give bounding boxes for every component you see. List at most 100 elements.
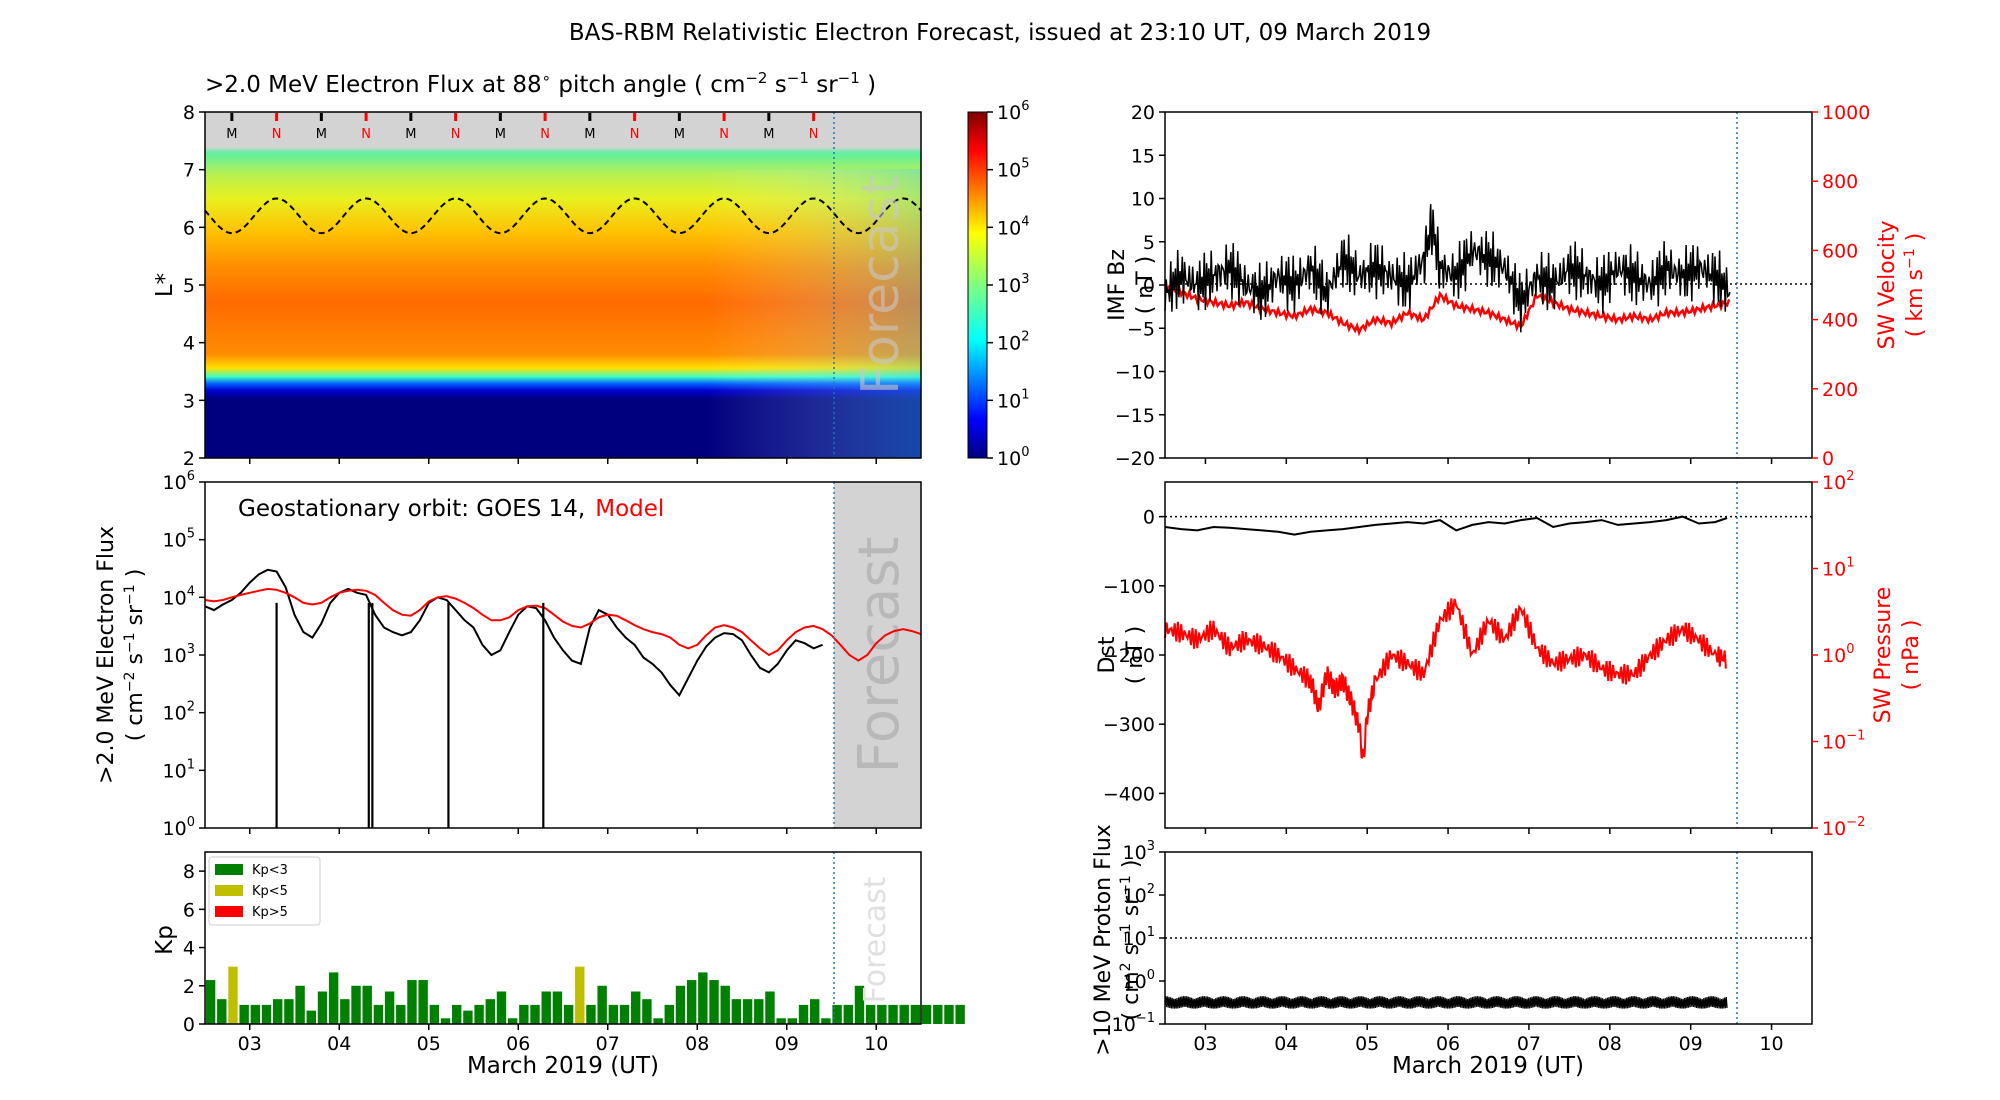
y-tick-label: 10−2 xyxy=(1822,815,1865,840)
kp-bar xyxy=(530,1004,540,1024)
x-tick-label: 08 xyxy=(1598,1033,1622,1055)
y-tick-label: 105 xyxy=(163,527,195,552)
x-tick-label: 04 xyxy=(327,1033,351,1055)
y-tick-label: 101 xyxy=(1123,925,1155,950)
sw-velocity-line xyxy=(1164,284,1731,337)
y-tick-label: 2 xyxy=(183,976,195,998)
y-tick-label: −300 xyxy=(1103,714,1155,736)
proton-ylabel-line2: ( cm2 s−1 sr−1 ) xyxy=(1118,860,1144,1021)
x-tick-label: 03 xyxy=(1193,1033,1217,1055)
geo-flux-panel: Forecast Geostationary orbit: GOES 14, Mo… xyxy=(94,469,922,840)
kp-bar xyxy=(306,1010,316,1024)
kp-bar xyxy=(731,999,742,1024)
colorbar-tick-label: 100 xyxy=(997,445,1029,470)
mn-marker-label: M xyxy=(584,127,595,142)
y-tick-label: 2 xyxy=(183,448,195,470)
dst-right-y-axis: 10−2 10−1 100 101 102 xyxy=(1812,469,1865,840)
geo-forecast-watermark: Forecast xyxy=(847,537,912,774)
colorbar-tick-label: 103 xyxy=(997,272,1029,297)
kp-bar xyxy=(742,999,753,1024)
x-tick-label: 08 xyxy=(685,1033,709,1055)
kp-bar xyxy=(205,980,216,1024)
dashed-contour xyxy=(204,197,922,235)
kp-legend-label-2: Kp<5 xyxy=(252,884,288,899)
imf-ylabel-line1: IMF Bz xyxy=(1105,249,1130,321)
y-tick-label: 8 xyxy=(183,861,195,883)
mn-marker-label: N xyxy=(361,127,371,142)
kp-bar xyxy=(877,1004,887,1024)
x-tick-label: 07 xyxy=(1517,1033,1541,1055)
mn-marker-label: N xyxy=(809,127,819,142)
y-tick-label: 4 xyxy=(183,333,195,355)
kp-bar xyxy=(933,1004,943,1024)
x-tick-label: 10 xyxy=(864,1033,888,1055)
kp-bar xyxy=(597,985,607,1024)
kp-bar xyxy=(563,1004,574,1024)
proton-x-ticks: 03 04 05 06 07 08 09 10 xyxy=(1193,1024,1784,1055)
mn-marker-label: M xyxy=(674,127,685,142)
y-tick-label: 4 xyxy=(183,938,195,960)
dst-x-ticks xyxy=(1204,828,1773,834)
y-tick-label: 100 xyxy=(1123,968,1155,993)
geo-annotation-model: Model xyxy=(595,496,664,522)
mn-marker-label: M xyxy=(226,127,237,142)
x-tick-label: 04 xyxy=(1274,1033,1298,1055)
kp-bar xyxy=(821,1018,831,1024)
colorbar-tick-label: 102 xyxy=(997,330,1029,355)
y-tick-label: 800 xyxy=(1822,171,1858,193)
kp-legend-swatch-3 xyxy=(215,906,243,917)
kp-bar xyxy=(899,1004,909,1024)
imf-x-ticks xyxy=(1204,458,1773,464)
colorbar-tick-label: 104 xyxy=(997,214,1029,239)
kp-legend-label-1: Kp<3 xyxy=(252,863,288,878)
kp-bar xyxy=(631,991,641,1024)
y-tick-label: −100 xyxy=(1103,576,1155,598)
y-tick-label: −200 xyxy=(1103,645,1155,667)
kp-bar xyxy=(675,985,686,1024)
kp-bar xyxy=(709,980,719,1024)
geo-x-ticks xyxy=(249,828,877,834)
proton-y-axis: 10−1 100 101 102 103 xyxy=(1112,839,1165,1036)
kp-bar xyxy=(921,1004,932,1024)
y-tick-label: 3 xyxy=(183,390,195,412)
kp-bar xyxy=(519,1004,529,1024)
sw-pressure-line xyxy=(1164,598,1727,760)
colorbar-ticks: 100 101 102 103 104 105 106 xyxy=(987,99,1029,470)
kp-bar xyxy=(541,991,551,1024)
y-tick-label: 106 xyxy=(163,469,195,494)
mn-marker-label: N xyxy=(540,127,550,142)
kp-ylabel: Kp xyxy=(152,925,178,955)
colorbar-tick-label: 105 xyxy=(997,157,1029,182)
y-tick-label: −400 xyxy=(1103,783,1155,805)
geo-frame xyxy=(204,481,922,829)
kp-bar xyxy=(653,1018,663,1024)
mn-marker-label: N xyxy=(630,127,640,142)
kp-bar xyxy=(373,1004,384,1024)
heatmap-x-ticks xyxy=(249,458,877,464)
sw-pressure-label-line1: SW Pressure xyxy=(1871,587,1896,724)
y-tick-label: 103 xyxy=(163,642,195,667)
colorbar-gradient xyxy=(967,111,988,459)
imf-right-y-axis: 0 200 400 600 800 1000 xyxy=(1812,102,1870,470)
kp-bar xyxy=(686,980,697,1024)
kp-bar xyxy=(776,1018,786,1024)
kp-bar xyxy=(888,1004,898,1024)
dst-series xyxy=(1164,515,1728,760)
geo-y-axis: 100 101 102 103 104 105 106 xyxy=(163,469,205,840)
imf-series xyxy=(1164,204,1731,337)
kp-bar xyxy=(619,1004,630,1024)
kp-bar xyxy=(910,1004,921,1024)
y-tick-label: 103 xyxy=(1123,839,1155,864)
kp-bar xyxy=(474,1004,484,1024)
kp-bar xyxy=(317,991,328,1024)
kp-bar xyxy=(798,1004,809,1024)
sw-velocity-label-line2: ( km s−1 ) xyxy=(1902,233,1928,337)
lstar-panel-title: >2.0 MeV Electron Flux at 88∘ pitch angl… xyxy=(205,69,876,98)
left-xaxis-label: March 2019 (UT) xyxy=(467,1053,659,1079)
kp-bar xyxy=(552,991,563,1024)
mn-marker-label: N xyxy=(719,127,729,142)
kp-bar xyxy=(765,991,775,1024)
kp-bar xyxy=(351,985,361,1024)
dst-frame xyxy=(1164,481,1813,829)
